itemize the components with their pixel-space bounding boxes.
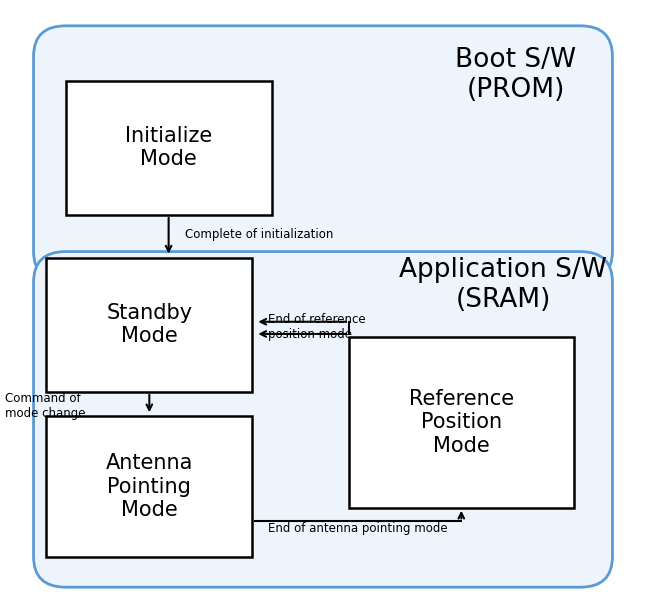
FancyBboxPatch shape xyxy=(66,81,271,215)
Text: Application S/W
(SRAM): Application S/W (SRAM) xyxy=(399,257,607,313)
FancyBboxPatch shape xyxy=(349,337,574,508)
FancyBboxPatch shape xyxy=(47,257,252,392)
Text: Boot S/W
(PROM): Boot S/W (PROM) xyxy=(455,47,576,102)
FancyBboxPatch shape xyxy=(34,26,612,282)
Text: Complete of initialization: Complete of initialization xyxy=(185,228,333,241)
Text: End of reference
position mode: End of reference position mode xyxy=(268,313,366,341)
Text: Standby
Mode: Standby Mode xyxy=(107,303,193,346)
FancyBboxPatch shape xyxy=(34,251,612,587)
Text: Command of
mode change: Command of mode change xyxy=(5,392,85,420)
FancyBboxPatch shape xyxy=(47,416,252,557)
Text: Reference
Position
Mode: Reference Position Mode xyxy=(409,389,514,455)
Text: End of antenna pointing mode: End of antenna pointing mode xyxy=(268,522,448,535)
Text: Initialize
Mode: Initialize Mode xyxy=(125,126,213,169)
Text: Antenna
Pointing
Mode: Antenna Pointing Mode xyxy=(106,454,193,520)
